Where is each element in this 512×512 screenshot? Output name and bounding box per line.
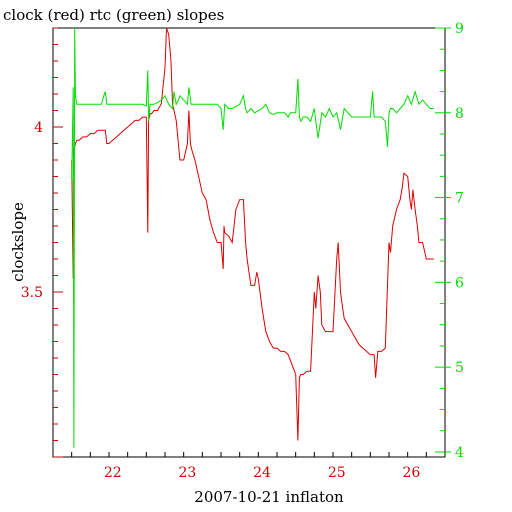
x-axis: 22 23 24 25 26 xyxy=(52,452,446,481)
x-tick-label: 22 xyxy=(104,465,122,481)
left-axis: 3.54 xyxy=(21,27,63,458)
x-tick-label: 23 xyxy=(178,465,196,481)
left-tick-label: 3.5 xyxy=(21,285,43,301)
x-tick-label: 24 xyxy=(253,465,271,481)
x-tick-label: 26 xyxy=(402,465,420,481)
right-axis: 4 5 6 7 8 9 xyxy=(435,21,464,461)
right-tick-label: 7 xyxy=(455,191,464,207)
right-tick-label: 4 xyxy=(455,445,464,461)
x-axis-label: 2007-10-21 inflaton xyxy=(194,488,344,506)
right-tick-label: 5 xyxy=(455,360,464,376)
left-tick-label: 4 xyxy=(34,120,43,136)
series-layer xyxy=(71,27,434,448)
chart-title: clock (red) rtc (green) slopes xyxy=(3,6,224,24)
right-tick-label: 6 xyxy=(455,275,464,291)
series-line-rtc xyxy=(71,27,434,448)
right-tick-label: 9 xyxy=(455,21,464,37)
x-tick-label: 25 xyxy=(328,465,346,481)
plot-frame xyxy=(52,27,446,458)
y-axis-label: clockslope xyxy=(9,202,27,282)
series-line-clock xyxy=(71,27,434,441)
right-tick-label: 8 xyxy=(455,106,464,122)
